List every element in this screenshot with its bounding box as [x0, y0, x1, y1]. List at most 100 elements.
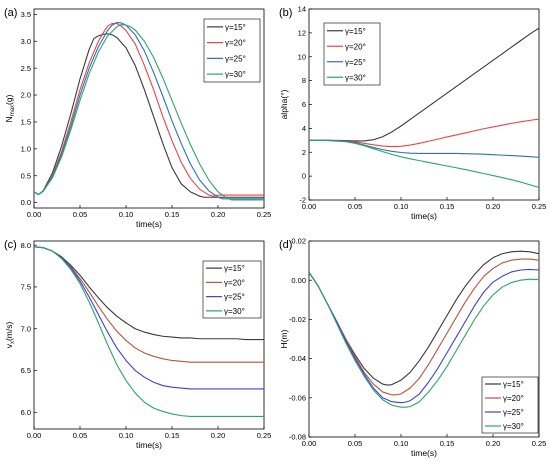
legend-box [481, 376, 539, 434]
series-line-2 [34, 246, 264, 363]
legend: γ=15° γ=20° γ=25° γ=30° [202, 260, 262, 319]
x-tick-label: 0.00 [302, 439, 317, 448]
panel-a: 0.00 0.05 0.10 0.15 0.20 0.25 0.0 0.5 1.0 1.5 2.0 2… [4, 7, 271, 229]
panel-label: (b) [279, 7, 292, 19]
legend: γ=15° γ=20° γ=25° γ=30° [323, 22, 381, 86]
legend-entry: γ=20° [345, 42, 366, 51]
y-tick-label: 0.02 [291, 237, 306, 246]
legend-box [202, 260, 262, 319]
x-tick-label: 0.20 [486, 202, 501, 211]
y-tick-label: 3.5 [21, 10, 31, 19]
x-tick-label: 0.15 [440, 202, 455, 211]
legend-entry: γ=25° [503, 408, 524, 417]
series-line-4 [34, 24, 264, 201]
series-line-2 [309, 258, 539, 396]
x-tick-label: 0.20 [486, 439, 501, 448]
legend-entry: γ=15° [225, 23, 246, 32]
y-tick-label: 1.0 [21, 144, 31, 153]
x-tick-label: 0.25 [532, 439, 547, 448]
legend-entry: γ=30° [345, 73, 366, 82]
series-line-3 [309, 139, 539, 158]
legend-entry: γ=25° [225, 54, 246, 63]
plot-frame [33, 240, 265, 430]
legend-entry: γ=15° [503, 380, 524, 389]
y-tick-label: 0.0 [21, 198, 31, 207]
legend-box [323, 22, 381, 86]
legend-entry: γ=20° [225, 39, 246, 48]
x-tick-label: 0.05 [73, 210, 88, 219]
y-axis-label: vx(m/s) [4, 322, 16, 349]
x-tick-label: 0.15 [165, 431, 180, 440]
series-line-3 [309, 268, 539, 404]
x-tick-label: 0.05 [73, 431, 88, 440]
y-axis-label: Nmax(g) [4, 94, 16, 122]
legend-entry: γ=25° [224, 293, 245, 302]
x-tick-label: 0.15 [440, 439, 455, 448]
y-tick-label: -0.02 [289, 315, 306, 324]
series-line-3 [34, 246, 264, 390]
y-tick-label: -0.08 [289, 433, 306, 442]
y-tick-label: 6.0 [21, 408, 31, 417]
series-line-4 [309, 272, 539, 408]
series-lines [34, 21, 264, 201]
legend-entry: γ=15° [345, 27, 366, 36]
x-tick-label: 0.00 [27, 210, 42, 219]
series-line-4 [34, 246, 264, 418]
x-tick-label: 0.20 [211, 210, 226, 219]
series-lines [34, 246, 264, 418]
x-axis-label: time(s) [411, 448, 437, 458]
x-tick-label: 0.25 [257, 210, 272, 219]
plot-frame [308, 240, 540, 438]
legend-entry: γ=30° [225, 70, 246, 79]
panel-d: 0.00 0.05 0.10 0.15 0.20 0.25 -0.08 -0.06 -0.04 -… [279, 237, 546, 458]
plot-frame [33, 8, 265, 209]
x-axis-label: time(s) [136, 219, 162, 229]
panel-label: (a) [4, 7, 17, 19]
y-tick-label: 8 [302, 76, 306, 85]
x-tick-label: 0.25 [532, 202, 547, 211]
x-tick-label: 0.00 [302, 202, 317, 211]
legend-entry: γ=30° [503, 422, 524, 431]
panels: 0.00 0.05 0.10 0.15 0.20 0.25 0.0 0.5 1.0 1.5 2.0 2… [4, 5, 546, 458]
x-tick-label: 0.00 [27, 431, 42, 440]
x-tick-label: 0.10 [394, 439, 409, 448]
series-line-4 [309, 139, 539, 188]
series-line-2 [309, 118, 539, 148]
legend: γ=15° γ=20° γ=25° γ=30° [481, 376, 539, 434]
x-tick-label: 0.15 [165, 210, 180, 219]
panel-b: 0.00 0.05 0.10 0.15 0.20 0.25 -2 0 2 4 6 8 10 12 14 tim… [279, 5, 546, 221]
x-tick-label: 0.10 [119, 210, 134, 219]
legend-entry: γ=25° [345, 58, 366, 67]
x-axis-label: time(s) [136, 440, 162, 450]
panel-c: 0.00 0.05 0.10 0.15 0.20 0.25 6.0 6.5 7.0 7.5 8.0 t… [4, 239, 271, 450]
series-line-1 [309, 250, 539, 386]
series-lines [309, 27, 539, 188]
legend-entry: γ=30° [224, 307, 245, 316]
y-tick-label: 12 [298, 28, 306, 37]
series-line-1 [309, 27, 539, 142]
x-tick-label: 0.10 [394, 202, 409, 211]
y-tick-label: 6.5 [21, 366, 31, 375]
legend-entry: γ=20° [224, 278, 245, 287]
x-tick-label: 0.05 [348, 202, 363, 211]
y-axis-label: H(m) [279, 329, 289, 348]
x-tick-label: 0.10 [119, 431, 134, 440]
y-tick-label: 14 [298, 5, 306, 14]
x-axis-label: time(s) [411, 211, 437, 221]
y-tick-label: 0 [302, 172, 306, 181]
y-tick-label: 0.00 [291, 276, 306, 285]
y-tick-label: -0.04 [289, 354, 306, 363]
series-line-2 [34, 22, 264, 197]
y-tick-label: 8.0 [21, 241, 31, 250]
series-line-1 [34, 246, 264, 341]
y-tick-label: 2 [302, 148, 306, 157]
panel-label: (d) [279, 239, 292, 251]
x-tick-label: 0.25 [257, 431, 272, 440]
panel-label: (c) [4, 239, 17, 251]
y-tick-label: 0.5 [21, 171, 31, 180]
series-line-3 [34, 21, 264, 200]
y-tick-label: -2 [299, 196, 306, 205]
x-tick-label: 0.05 [348, 439, 363, 448]
y-tick-label: 1.5 [21, 118, 31, 127]
